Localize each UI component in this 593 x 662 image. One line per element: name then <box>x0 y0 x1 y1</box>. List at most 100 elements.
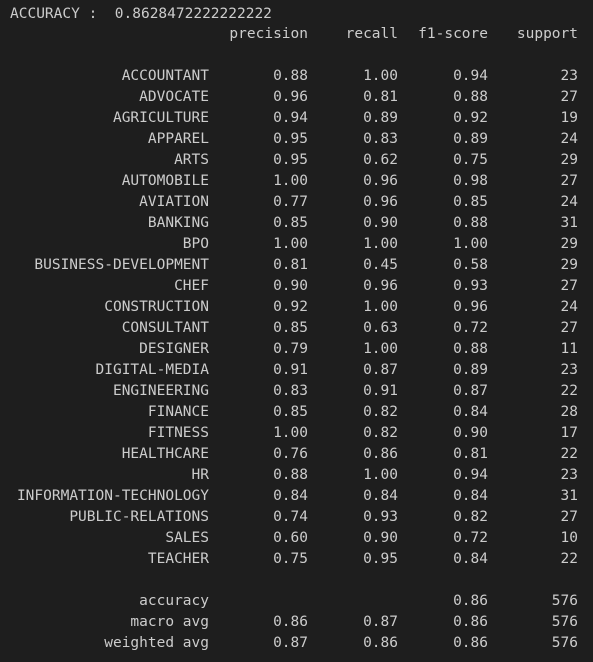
cell-recall: 0.90 <box>363 530 398 546</box>
class-row: BUSINESS-DEVELOPMENT 0.81 0.45 0.58 29 <box>0 255 593 275</box>
cell-precision: 0.60 <box>273 530 308 546</box>
cell-f1: 0.96 <box>453 299 488 315</box>
cell-support: 27 <box>560 89 578 105</box>
cell-label: APPAREL <box>147 131 209 147</box>
cell-label: DESIGNER <box>139 341 209 357</box>
cell-support: 576 <box>551 614 578 630</box>
cell-precision: 0.75 <box>273 551 308 567</box>
report-header-row: precision recall f1-score support <box>0 24 593 44</box>
cell-label: PUBLIC-RELATIONS <box>69 509 209 525</box>
class-row: BPO 1.00 1.00 1.00 29 <box>0 234 593 254</box>
class-row: AGRICULTURE 0.94 0.89 0.92 19 <box>0 108 593 128</box>
cell-support: 576 <box>551 593 578 609</box>
class-row: INFORMATION-TECHNOLOGY 0.84 0.84 0.84 31 <box>0 486 593 506</box>
class-row: PUBLIC-RELATIONS 0.74 0.93 0.82 27 <box>0 507 593 527</box>
cell-support: 19 <box>560 110 578 126</box>
cell-recall: 0.95 <box>363 551 398 567</box>
cell-precision: 0.81 <box>273 257 308 273</box>
cell-f1: 0.87 <box>453 383 488 399</box>
cell-label: HEALTHCARE <box>121 446 209 462</box>
header-support: support <box>516 26 578 42</box>
cell-precision: 1.00 <box>273 173 308 189</box>
accuracy-label: ACCURACY : <box>10 6 98 22</box>
class-row: ADVOCATE 0.96 0.81 0.88 27 <box>0 87 593 107</box>
cell-label: CHEF <box>174 278 209 294</box>
cell-recall: 1.00 <box>363 467 398 483</box>
accuracy-line: ACCURACY : 0.8628472222222222 <box>10 4 272 24</box>
cell-f1: 0.94 <box>453 68 488 84</box>
cell-precision: 1.00 <box>273 236 308 252</box>
class-row: CONSTRUCTION 0.92 1.00 0.96 24 <box>0 297 593 317</box>
class-row: CHEF 0.90 0.96 0.93 27 <box>0 276 593 296</box>
cell-label: ENGINEERING <box>112 383 209 399</box>
cell-recall: 0.89 <box>363 110 398 126</box>
class-row: TEACHER 0.75 0.95 0.84 22 <box>0 549 593 569</box>
cell-support: 23 <box>560 467 578 483</box>
cell-precision: 0.91 <box>273 362 308 378</box>
cell-support: 27 <box>560 173 578 189</box>
class-row: ARTS 0.95 0.62 0.75 29 <box>0 150 593 170</box>
cell-label: TEACHER <box>147 551 209 567</box>
cell-support: 27 <box>560 278 578 294</box>
cell-f1: 0.88 <box>453 89 488 105</box>
cell-precision: 0.86 <box>273 614 308 630</box>
cell-f1: 0.85 <box>453 194 488 210</box>
cell-support: 29 <box>560 257 578 273</box>
cell-recall: 1.00 <box>363 68 398 84</box>
cell-precision: 0.85 <box>273 320 308 336</box>
cell-label: FITNESS <box>147 425 209 441</box>
cell-recall: 0.82 <box>363 425 398 441</box>
cell-support: 23 <box>560 362 578 378</box>
class-row: FINANCE 0.85 0.82 0.84 28 <box>0 402 593 422</box>
cell-label: ADVOCATE <box>139 89 209 105</box>
class-row: DIGITAL-MEDIA 0.91 0.87 0.89 23 <box>0 360 593 380</box>
cell-f1: 0.84 <box>453 404 488 420</box>
class-row: AVIATION 0.77 0.96 0.85 24 <box>0 192 593 212</box>
cell-f1: 1.00 <box>453 236 488 252</box>
cell-f1: 0.58 <box>453 257 488 273</box>
cell-support: 29 <box>560 152 578 168</box>
cell-support: 24 <box>560 194 578 210</box>
previous-output-fragment: ◦◦ <box>236 0 266 2</box>
cell-label: macro avg <box>130 614 209 630</box>
cell-f1: 0.86 <box>453 593 488 609</box>
header-recall: recall <box>345 26 398 42</box>
cell-precision: 0.96 <box>273 89 308 105</box>
cell-recall: 1.00 <box>363 236 398 252</box>
cell-label: FINANCE <box>147 404 209 420</box>
cell-label: accuracy <box>139 593 209 609</box>
cell-precision: 1.00 <box>273 425 308 441</box>
cell-f1: 0.98 <box>453 173 488 189</box>
cell-recall: 0.93 <box>363 509 398 525</box>
cell-precision: 0.88 <box>273 68 308 84</box>
cell-f1: 0.88 <box>453 215 488 231</box>
cell-label: BPO <box>182 236 209 252</box>
cell-f1: 0.93 <box>453 278 488 294</box>
cell-f1: 0.84 <box>453 551 488 567</box>
cell-recall: 1.00 <box>363 299 398 315</box>
class-row: ACCOUNTANT 0.88 1.00 0.94 23 <box>0 66 593 86</box>
cell-precision: 0.87 <box>273 635 308 651</box>
class-row: BANKING 0.85 0.90 0.88 31 <box>0 213 593 233</box>
cell-f1: 0.94 <box>453 467 488 483</box>
cell-precision: 0.77 <box>273 194 308 210</box>
cell-recall: 0.96 <box>363 173 398 189</box>
cell-f1: 0.92 <box>453 110 488 126</box>
cell-label: ACCOUNTANT <box>121 68 209 84</box>
summary-row: weighted avg 0.87 0.86 0.86 576 <box>0 633 593 653</box>
class-row: SALES 0.60 0.90 0.72 10 <box>0 528 593 548</box>
cell-f1: 0.86 <box>453 635 488 651</box>
cell-f1: 0.75 <box>453 152 488 168</box>
cell-support: 22 <box>560 551 578 567</box>
cell-precision: 0.74 <box>273 509 308 525</box>
cell-label: weighted avg <box>104 635 209 651</box>
cell-recall: 0.81 <box>363 89 398 105</box>
cell-recall: 0.96 <box>363 278 398 294</box>
summary-row: macro avg 0.86 0.87 0.86 576 <box>0 612 593 632</box>
cell-precision: 0.84 <box>273 488 308 504</box>
cell-support: 28 <box>560 404 578 420</box>
cell-label: AVIATION <box>139 194 209 210</box>
cell-recall: 0.91 <box>363 383 398 399</box>
summary-row: accuracy 0.86 576 <box>0 591 593 611</box>
class-row: AUTOMOBILE 1.00 0.96 0.98 27 <box>0 171 593 191</box>
